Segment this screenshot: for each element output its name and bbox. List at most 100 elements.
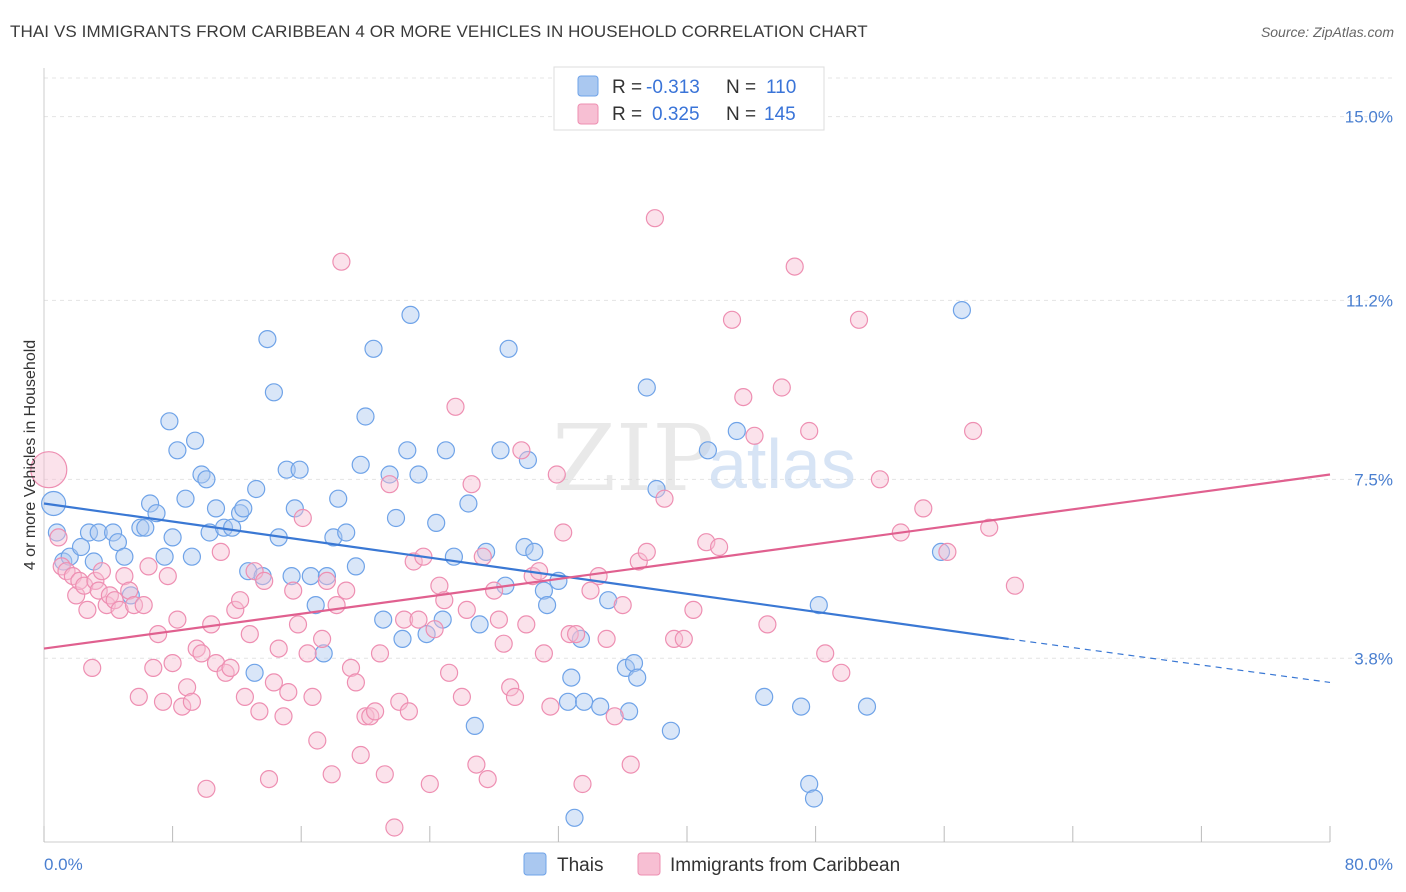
caribbean-point [547,465,566,484]
caribbean-point [485,581,504,600]
caribbean-point [399,702,418,721]
thais-point [264,383,283,402]
thais-point [160,412,179,431]
thais-point [628,668,647,687]
thais-point [380,465,399,484]
caribbean-point [279,682,298,702]
caribbean-point [375,765,394,784]
thais-point [791,697,811,716]
caribbean-point [664,629,684,649]
axes [43,68,1331,843]
thais-point [206,499,226,518]
thais-point [186,431,205,450]
caribbean-point [49,528,68,547]
caribbean-point [613,595,632,615]
caribbean-point [390,692,409,711]
thais-point [436,441,455,460]
caribbean-point [467,755,486,774]
stats-legend-swatch-caribbean [577,103,599,125]
thais-point [314,644,333,663]
caribbean-point [92,562,112,581]
caribbean-point [870,470,890,489]
thais-point [374,610,393,629]
stats-legend-n-value: 145 [764,104,796,125]
thais-point [40,490,67,517]
caribbean-point [216,663,235,682]
caribbean-point [745,426,764,445]
caribbean-point [832,663,851,682]
thais-point [329,489,348,508]
thais-point [247,479,266,499]
caribbean-point [505,687,525,707]
thais-point [459,494,478,513]
caribbean-point [75,576,94,595]
caribbean-point [192,644,211,663]
watermark-zip: ZIP [552,405,714,512]
caribbean-point [288,615,308,634]
thais-point [515,537,534,557]
thais-point [537,595,557,615]
thais-point [518,450,538,470]
caribbean-point [385,818,404,837]
caribbean-point [581,581,600,600]
caribbean-point [772,378,791,397]
caribbean-point [452,687,471,707]
thais-point [234,499,253,518]
thais-point [661,721,681,740]
caribbean-point [501,678,520,697]
y-tick-labels: 3.8% 7.5% 11.2% 15.0% [1345,108,1393,669]
caribbean-point [341,658,361,678]
thais-point [393,629,412,649]
caribbean-point [231,591,250,610]
caribbean-point [370,644,390,663]
caribbean-point [226,600,245,620]
thais-point [364,339,383,358]
caribbean-point [110,600,129,620]
caribbean-point [240,624,259,644]
chart-title: THAI VS IMMIGRANTS FROM CARIBBEAN 4 OR M… [10,22,868,41]
caribbean-point [337,581,356,600]
caribbean-point [554,523,573,542]
caribbean-point [356,707,375,726]
caribbean-trend-line [43,473,1331,650]
caribbean-point [308,731,327,750]
caribbean-point [560,624,579,644]
thais-point [155,547,174,566]
caribbean-point [566,624,586,644]
caribbean-point [517,615,536,634]
caribbean-point [129,687,148,707]
thais-point [619,702,639,721]
caribbean-point [645,209,665,228]
caribbean-point [163,653,182,673]
caribbean-point [259,769,279,789]
caribbean-point [478,769,497,789]
legend-label-caribbean: Immigrants from Caribbean [670,855,900,876]
thais-point [491,441,510,460]
caribbean-point [269,639,288,658]
series-legend: Thais Immigrants from Caribbean [523,852,900,876]
caribbean-point [446,397,465,416]
caribbean-point [849,310,869,329]
caribbean-point [573,774,592,794]
stats-legend-r-label: R = [612,77,642,98]
caribbean-point [327,595,346,615]
caribbean-point [221,658,240,678]
thais-point [356,407,375,426]
caribbean-point [457,600,476,620]
caribbean-point [134,595,153,615]
thais-point [141,494,160,513]
caribbean-point [938,542,957,562]
caribbean-point [404,552,423,571]
thais-point [499,339,518,358]
thais-point [599,591,618,610]
caribbean-point [144,658,163,678]
caribbean-point [597,629,616,649]
caribbean-point [409,610,428,629]
caribbean-point [303,687,322,707]
thais-point [231,504,250,523]
thais-point [163,528,182,547]
stats-legend-box [553,66,825,131]
y-tick-label: 7.5% [1354,470,1393,489]
stats-legend-n-label: N = [726,104,756,125]
caribbean-point [332,252,351,271]
